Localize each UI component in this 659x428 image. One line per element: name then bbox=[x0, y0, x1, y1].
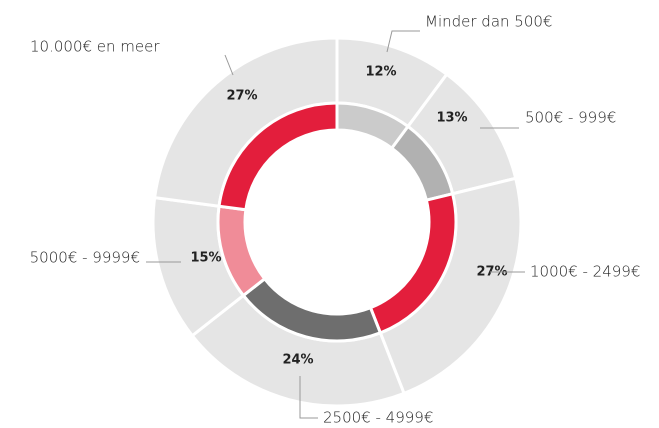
category-label: Minder dan 500€ bbox=[425, 13, 552, 31]
value-label: 27% bbox=[226, 89, 257, 104]
value-label: 15% bbox=[190, 251, 221, 266]
leader-line bbox=[386, 30, 420, 53]
value-label: 12% bbox=[365, 65, 396, 80]
value-label: 13% bbox=[436, 111, 467, 126]
value-label: 24% bbox=[282, 353, 313, 368]
category-label: 500€ - 999€ bbox=[525, 109, 616, 127]
category-label: 5000€ - 9999€ bbox=[30, 249, 140, 267]
leader-line bbox=[299, 376, 318, 419]
category-label: 2500€ - 4999€ bbox=[323, 409, 433, 427]
leader-line bbox=[224, 54, 234, 76]
category-label: 10.000€ en meer bbox=[30, 38, 160, 56]
segment bbox=[217, 101, 339, 212]
category-label: 1000€ - 2499€ bbox=[530, 263, 640, 281]
